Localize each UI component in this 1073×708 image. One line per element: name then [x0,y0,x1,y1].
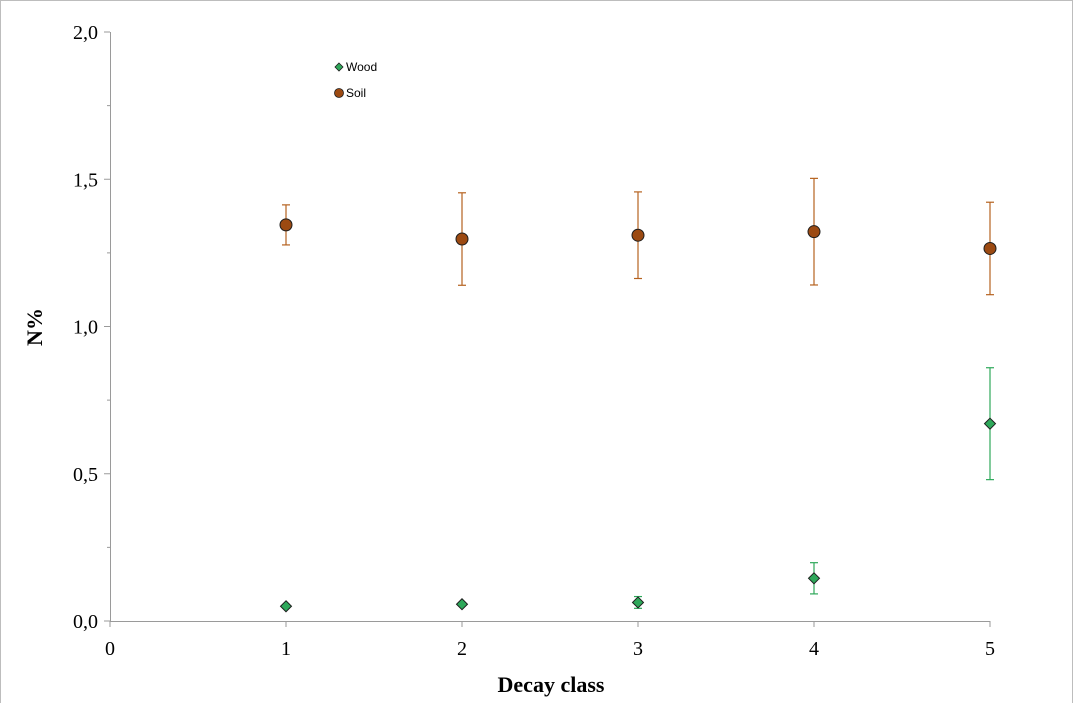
marks-group [279,177,997,613]
wood-point [807,572,821,585]
soil-point [983,241,997,255]
x-tick-label: 3 [633,638,643,660]
y-tick-label: 2,0 [73,22,98,44]
x-tick-label: 4 [809,638,819,660]
soil-point [279,218,293,232]
legend: Wood Soil [334,60,377,100]
y-axis-title: N% [22,308,47,346]
x-tick-label: 0 [105,638,115,660]
soil-point [455,232,469,246]
wood-point [455,598,469,611]
wood-point [279,600,293,613]
x-tick-label: 5 [985,638,995,660]
y-tick-label: 0,5 [73,464,98,486]
soil-point [807,225,821,239]
legend-soil-marker [334,88,344,98]
x-tick-label: 2 [457,638,467,660]
y-tick-label: 1,0 [73,317,98,339]
x-axis-title: Decay class [498,672,605,697]
wood-point [631,596,645,609]
legend-wood-label: Wood [346,60,377,74]
x-tick-label: 1 [281,638,291,660]
legend-wood-marker [334,62,344,72]
axes-group: 0,0 0,5 1,0 1,5 2,0 0 1 2 3 4 5 [73,22,995,660]
y-tick-label: 1,5 [73,169,98,191]
legend-soil-label: Soil [346,86,366,100]
soil-point [631,228,645,242]
y-tick-label: 0,0 [73,611,98,633]
wood-point [983,417,997,430]
